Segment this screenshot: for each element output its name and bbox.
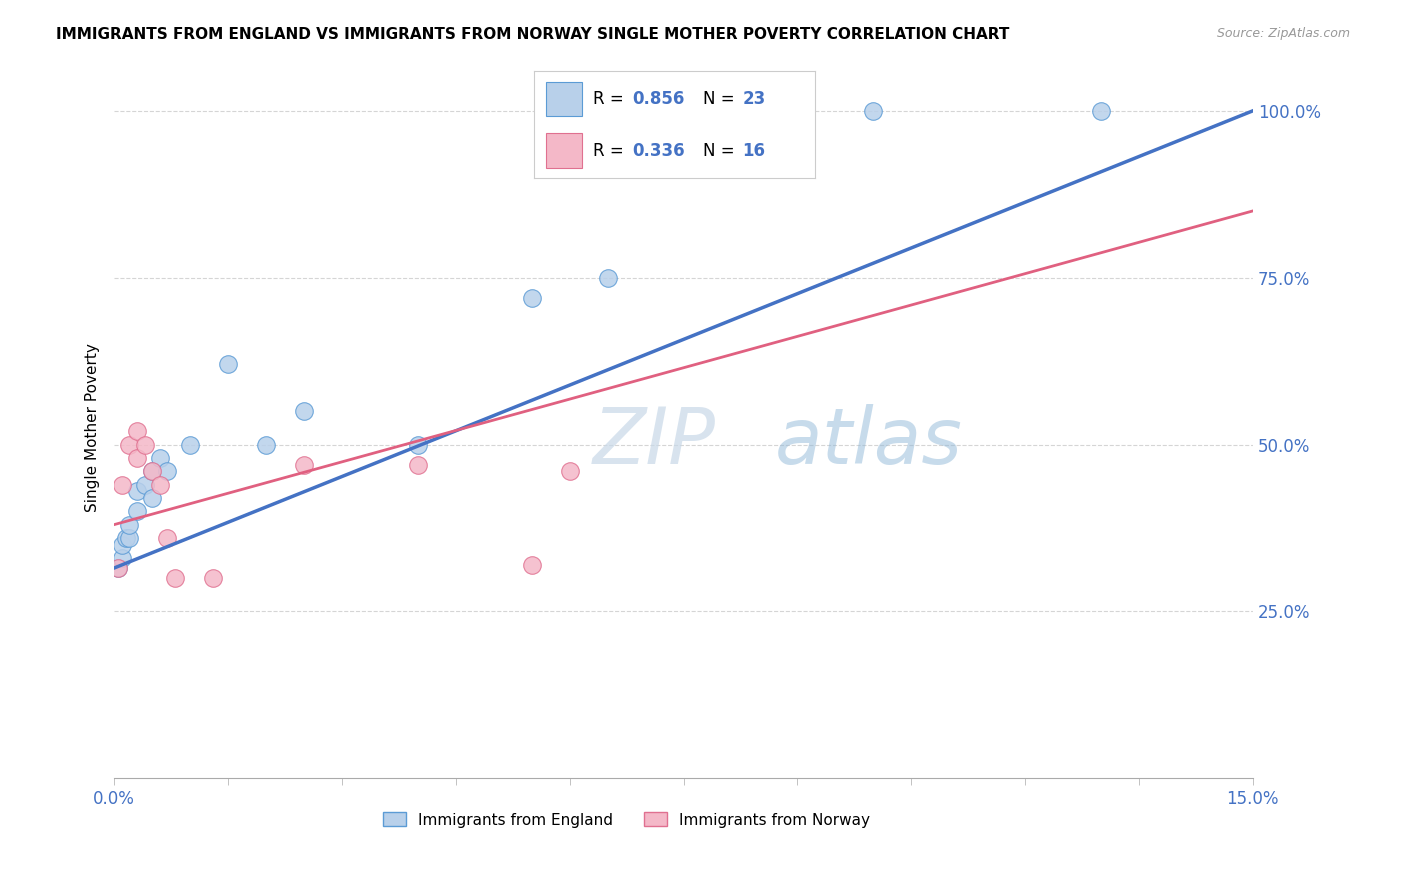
Bar [546, 134, 582, 168]
Text: N =: N = [703, 90, 740, 108]
Point [107, 561, 129, 575]
Point [141, 464, 163, 478]
Point [125, 484, 148, 499]
Y-axis label: Single Mother Poverty: Single Mother Poverty [86, 343, 100, 512]
Point [217, 358, 239, 372]
Text: IMMIGRANTS FROM ENGLAND VS IMMIGRANTS FROM NORWAY SINGLE MOTHER POVERTY CORRELAT: IMMIGRANTS FROM ENGLAND VS IMMIGRANTS FR… [56, 27, 1010, 42]
Text: 0.336: 0.336 [633, 142, 685, 160]
Point [786, 103, 808, 118]
Point [114, 531, 136, 545]
Point [406, 458, 429, 472]
Text: R =: R = [593, 142, 630, 160]
Text: ZIP: ZIP [592, 404, 716, 480]
Point [596, 270, 619, 285]
Text: N =: N = [703, 142, 740, 160]
Text: 23: 23 [742, 90, 766, 108]
Point [111, 551, 134, 566]
Point [520, 291, 543, 305]
Point [111, 477, 134, 491]
Text: 16: 16 [742, 142, 765, 160]
Point [149, 477, 172, 491]
Point [107, 561, 129, 575]
Point [134, 437, 156, 451]
Point [111, 538, 134, 552]
Point [163, 571, 186, 585]
Point [156, 464, 179, 478]
Point [786, 103, 808, 118]
Point [558, 464, 581, 478]
Point [156, 531, 179, 545]
Point [1090, 103, 1112, 118]
Point [118, 437, 141, 451]
Point [149, 450, 172, 465]
Legend: Immigrants from England, Immigrants from Norway: Immigrants from England, Immigrants from… [377, 806, 876, 834]
Point [125, 504, 148, 518]
Text: R =: R = [593, 90, 630, 108]
Point [862, 103, 884, 118]
Point [406, 437, 429, 451]
Point [125, 424, 148, 438]
Text: Source: ZipAtlas.com: Source: ZipAtlas.com [1216, 27, 1350, 40]
Text: atlas: atlas [775, 404, 963, 480]
Point [254, 437, 277, 451]
Point [201, 571, 224, 585]
Point [520, 558, 543, 572]
Point [292, 404, 315, 418]
Point [134, 477, 156, 491]
Point [179, 437, 201, 451]
Point [125, 450, 148, 465]
Bar [546, 82, 582, 116]
Point [118, 531, 141, 545]
Point [141, 464, 163, 478]
Point [292, 458, 315, 472]
Text: 0.856: 0.856 [633, 90, 685, 108]
Point [118, 517, 141, 532]
Point [141, 491, 163, 505]
